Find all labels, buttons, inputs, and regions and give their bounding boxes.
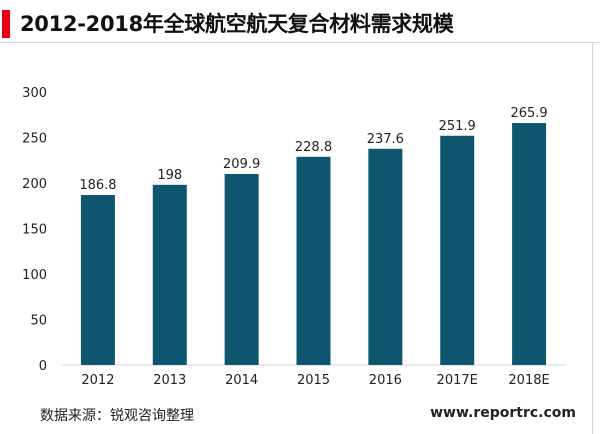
x-tick-label: 2015	[297, 373, 330, 388]
x-tick-label: 2016	[369, 373, 402, 388]
bar-value-label: 265.9	[510, 106, 547, 121]
bar	[80, 195, 115, 365]
x-tick-label: 2013	[153, 373, 186, 388]
y-tick-label: 300	[22, 86, 47, 101]
bar-value-label: 198	[157, 168, 182, 183]
title-accent-bar	[2, 10, 10, 38]
bar	[152, 184, 187, 365]
y-tick-label: 50	[30, 314, 47, 329]
x-tick-label: 2018E	[508, 373, 549, 388]
bar-value-label: 186.8	[79, 178, 116, 193]
bar	[296, 156, 331, 365]
bar	[368, 148, 403, 365]
y-tick-label: 150	[22, 223, 47, 238]
y-tick-label: 0	[39, 359, 47, 374]
website-link[interactable]: www.reportrc.com	[430, 405, 576, 421]
bar	[512, 123, 547, 365]
bar-value-label: 251.9	[439, 119, 476, 134]
bar	[224, 173, 259, 365]
x-tick-label: 2014	[225, 373, 258, 388]
bar-value-label: 237.6	[367, 132, 404, 147]
bar	[440, 135, 475, 365]
y-tick-label: 250	[22, 132, 47, 147]
x-tick-label: 2017E	[437, 373, 478, 388]
chart-title: 2012-2018年全球航空航天复合材料需求规模	[20, 12, 454, 36]
x-tick-label: 2012	[81, 373, 114, 388]
header-divider	[0, 42, 600, 43]
y-tick-label: 200	[22, 177, 47, 192]
y-tick-label: 100	[22, 268, 47, 283]
right-border	[592, 42, 593, 434]
bar-value-label: 228.8	[295, 140, 332, 155]
bar-value-label: 209.9	[223, 157, 260, 172]
data-source-note: 数据来源：锐观咨询整理	[40, 408, 194, 424]
